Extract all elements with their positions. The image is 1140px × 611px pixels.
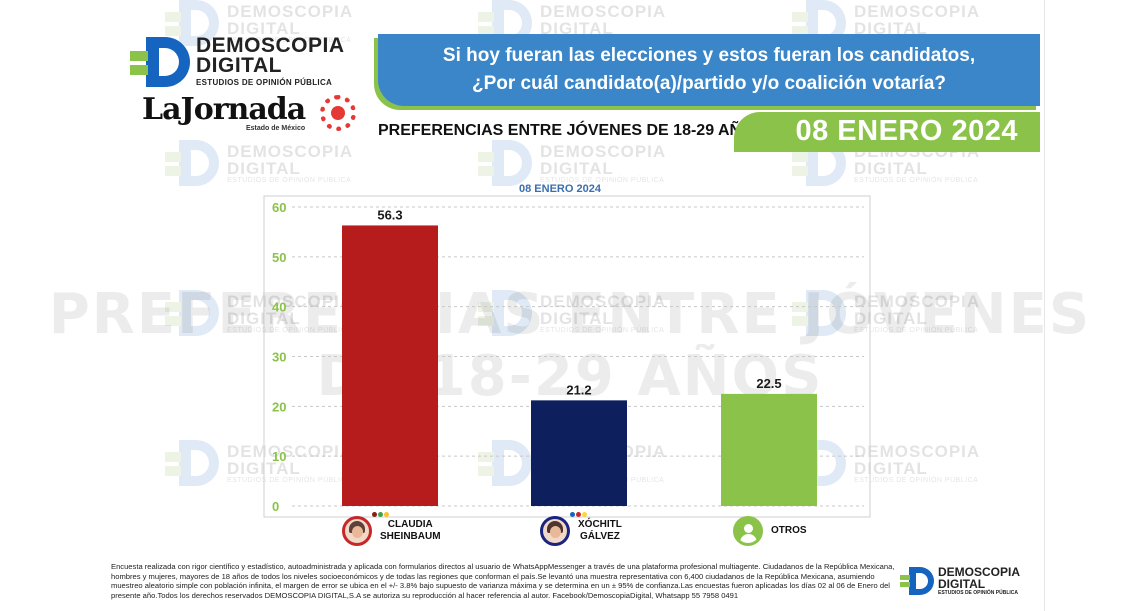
footer-brand-line2: DIGITAL: [938, 577, 986, 591]
demoscopia-d-icon: [130, 36, 190, 87]
footer-d-icon: [900, 567, 934, 595]
y-tick-label: 50: [272, 250, 286, 265]
footer-brand-line1: DEMOSCOPIA: [938, 565, 1021, 579]
candidate-claudia: CLAUDIA SHEINBAUM: [342, 512, 441, 546]
candidate-xochitl: XÓCHITL GÁLVEZ: [540, 512, 622, 546]
chart-subtitle: PREFERENCIAS ENTRE JÓVENES DE 18-29 AÑOS: [378, 122, 765, 139]
la-jornada-sun-icon: [320, 95, 356, 131]
bar: [342, 225, 438, 506]
bar-value-label: 56.3: [377, 207, 402, 222]
brand-name-line1: DEMOSCOPIA: [196, 34, 345, 57]
footer-demoscopia-logo: DEMOSCOPIA DIGITAL ESTUDIOS DE OPINIÓN P…: [900, 566, 1020, 596]
candidate-claudia-line2: SHEINBAUM: [380, 531, 441, 542]
la-jornada-name: LaJornada: [142, 92, 306, 127]
y-tick-label: 20: [272, 399, 286, 414]
bar: [531, 400, 627, 506]
la-jornada-logo: LaJornada Estado de México: [142, 92, 306, 132]
brand-tagline: ESTUDIOS DE OPINIÓN PÚBLICA: [196, 78, 333, 87]
plot-frame: [263, 195, 871, 518]
demoscopia-logo: DEMOSCOPIA DIGITAL ESTUDIOS DE OPINIÓN P…: [130, 34, 345, 87]
frente-coalition-icon: [570, 512, 587, 517]
date-tab: 08 ENERO 2024: [734, 112, 1040, 152]
morena-coalition-icon: [372, 512, 389, 517]
y-tick-label: 10: [272, 449, 286, 464]
person-icon: [733, 516, 763, 546]
brand-name-line2: DIGITAL: [196, 54, 282, 77]
footer-brand-tagline: ESTUDIOS DE OPINIÓN PÚBLICA: [938, 590, 1019, 596]
bar-value-label: 22.5: [756, 376, 781, 391]
methodology-note: Encuesta realizada con rigor científico …: [111, 562, 895, 600]
la-jornada-edition: Estado de México: [246, 125, 306, 132]
xochitl-avatar-icon: [540, 516, 570, 546]
question-line1: Si hoy fueran las elecciones y estos fue…: [442, 45, 976, 66]
bar-value-label: 21.2: [566, 382, 591, 397]
candidate-claudia-line1: CLAUDIA: [387, 519, 433, 530]
question-line2: ¿Por cuál candidato(a)/partido y/o coali…: [471, 73, 947, 94]
y-tick-label: 0: [272, 499, 279, 514]
candidate-xochitl-line2: GÁLVEZ: [580, 531, 620, 542]
y-tick-label: 30: [272, 350, 286, 365]
claudia-avatar-icon: [342, 516, 372, 546]
survey-date: 08 ENERO 2024: [795, 115, 1018, 147]
candidate-otros: OTROS: [733, 516, 807, 546]
candidate-xochitl-line1: XÓCHITL: [578, 519, 622, 530]
y-tick-label: 40: [272, 300, 286, 315]
bar: [721, 393, 817, 506]
candidate-otros-label: OTROS: [771, 525, 807, 536]
right-edge-border: [1044, 0, 1045, 611]
y-tick-label: 60: [272, 200, 286, 215]
question-banner: Si hoy fueran las elecciones y estos fue…: [378, 34, 1040, 106]
chart-title: 08 ENERO 2024: [519, 183, 601, 195]
